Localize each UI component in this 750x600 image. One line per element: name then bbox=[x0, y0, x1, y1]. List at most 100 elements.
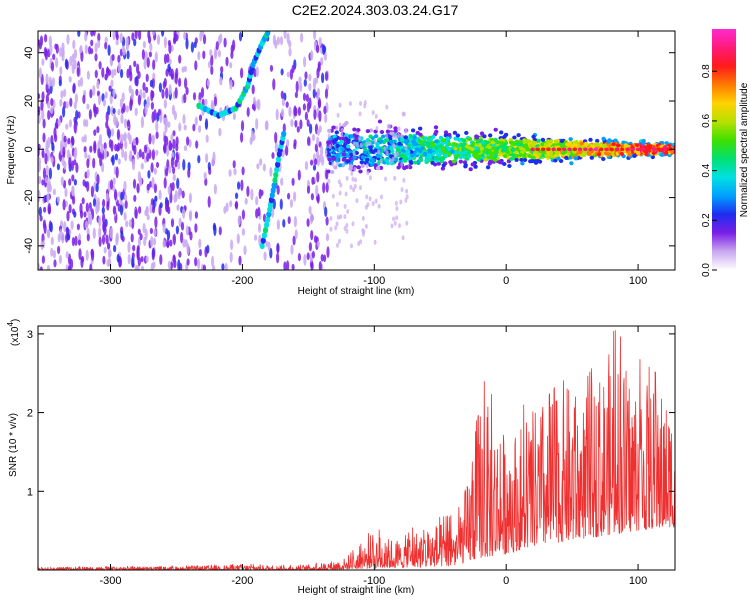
signal-cell bbox=[470, 162, 475, 167]
signal-cell bbox=[375, 166, 381, 171]
noise-cell bbox=[51, 141, 55, 152]
noise-cell bbox=[307, 136, 311, 147]
signal-cell bbox=[373, 163, 378, 168]
snr-multiplier: (x104) bbox=[6, 319, 21, 346]
signal-cell bbox=[398, 153, 403, 158]
core-cell bbox=[583, 147, 588, 152]
noise-cell bbox=[151, 149, 155, 161]
noise-cell bbox=[154, 195, 158, 202]
signal-noise-cell bbox=[351, 176, 355, 182]
noise-cell bbox=[167, 185, 171, 195]
noise-cell bbox=[308, 82, 312, 92]
signal-cell bbox=[519, 146, 524, 151]
noise-cell bbox=[138, 31, 142, 41]
spectrogram-cells bbox=[38, 31, 675, 270]
curve-lower-cell bbox=[268, 201, 274, 208]
noise-cell bbox=[181, 190, 185, 199]
signal-cell bbox=[360, 155, 366, 160]
noise-cell bbox=[123, 211, 127, 221]
noise-cell bbox=[128, 219, 132, 228]
signal-noise-cell bbox=[351, 221, 355, 227]
y-tick-label: 3 bbox=[27, 329, 33, 341]
noise-cell bbox=[84, 151, 88, 159]
noise-cell bbox=[197, 51, 201, 61]
signal-cell bbox=[595, 142, 600, 147]
noise-cell bbox=[38, 190, 41, 202]
noise-cell bbox=[92, 198, 97, 207]
noise-cell bbox=[132, 138, 136, 146]
colorbar-label: Normalized spectral amplitude bbox=[739, 82, 750, 217]
noise-cell bbox=[96, 80, 100, 90]
noise-cell bbox=[71, 174, 75, 182]
noise-cell bbox=[110, 105, 114, 117]
signal-cell bbox=[441, 163, 446, 168]
noise-cell bbox=[305, 93, 309, 103]
signal-cell bbox=[421, 142, 426, 147]
noise-cell bbox=[217, 49, 221, 58]
core-cell bbox=[604, 147, 609, 152]
signal-noise-cell bbox=[373, 138, 377, 144]
noise-cell bbox=[77, 239, 81, 246]
signal-cell bbox=[418, 126, 423, 131]
noise-cell bbox=[65, 123, 69, 130]
signal-cell bbox=[453, 142, 459, 147]
signal-cell bbox=[340, 147, 345, 151]
noise-cell bbox=[150, 101, 154, 110]
noise-cell bbox=[113, 68, 117, 76]
noise-cell bbox=[240, 67, 244, 79]
noise-cell bbox=[206, 79, 210, 87]
noise-cell bbox=[254, 234, 258, 241]
signal-cell bbox=[389, 139, 394, 144]
noise-cell bbox=[117, 158, 121, 165]
signal-cell bbox=[651, 151, 656, 155]
core-cell bbox=[625, 147, 630, 152]
noise-cell bbox=[182, 208, 186, 219]
noise-cell bbox=[255, 196, 259, 206]
noise-cell bbox=[103, 225, 107, 236]
noise-cell bbox=[257, 206, 261, 217]
y-tick-label: 0 bbox=[23, 146, 35, 152]
noise-cell bbox=[46, 192, 50, 203]
signal-noise-cell bbox=[355, 198, 359, 204]
noise-cell bbox=[140, 265, 145, 270]
noise-cell bbox=[92, 157, 96, 169]
noise-cell bbox=[73, 211, 77, 218]
signal-noise-cell bbox=[350, 243, 353, 249]
signal-cell bbox=[487, 145, 492, 150]
signal-cell bbox=[410, 128, 416, 133]
noise-cell bbox=[322, 182, 326, 194]
noise-cell bbox=[68, 178, 72, 186]
noise-cell bbox=[98, 61, 102, 70]
signal-cell bbox=[482, 134, 487, 139]
noise-cell bbox=[265, 240, 269, 247]
noise-cell bbox=[219, 76, 223, 86]
signal-cell bbox=[412, 160, 418, 165]
signal-noise-cell bbox=[338, 122, 342, 128]
core-cell bbox=[556, 147, 562, 152]
noise-cell bbox=[272, 34, 276, 46]
signal-noise-cell bbox=[404, 145, 408, 151]
noise-cell bbox=[150, 262, 154, 270]
x-tick-label: -100 bbox=[363, 575, 385, 587]
signal-cell bbox=[440, 166, 446, 171]
signal-noise-cell bbox=[405, 220, 409, 226]
signal-cell bbox=[384, 138, 390, 143]
noise-cell bbox=[62, 198, 66, 211]
noise-cell bbox=[62, 146, 66, 156]
noise-cell bbox=[108, 138, 112, 149]
noise-cell bbox=[50, 247, 54, 257]
signal-cell bbox=[463, 164, 468, 169]
noise-cell bbox=[185, 37, 189, 50]
signal-cell bbox=[568, 137, 573, 142]
noise-cell bbox=[256, 163, 260, 170]
noise-cell bbox=[230, 239, 234, 251]
signal-noise-cell bbox=[365, 141, 369, 147]
noise-cell bbox=[150, 236, 154, 248]
noise-cell bbox=[83, 134, 87, 143]
noise-cell bbox=[123, 180, 127, 192]
signal-cell bbox=[515, 146, 520, 151]
signal-cell bbox=[403, 138, 408, 143]
core-cell bbox=[641, 147, 646, 152]
noise-cell bbox=[303, 56, 307, 68]
